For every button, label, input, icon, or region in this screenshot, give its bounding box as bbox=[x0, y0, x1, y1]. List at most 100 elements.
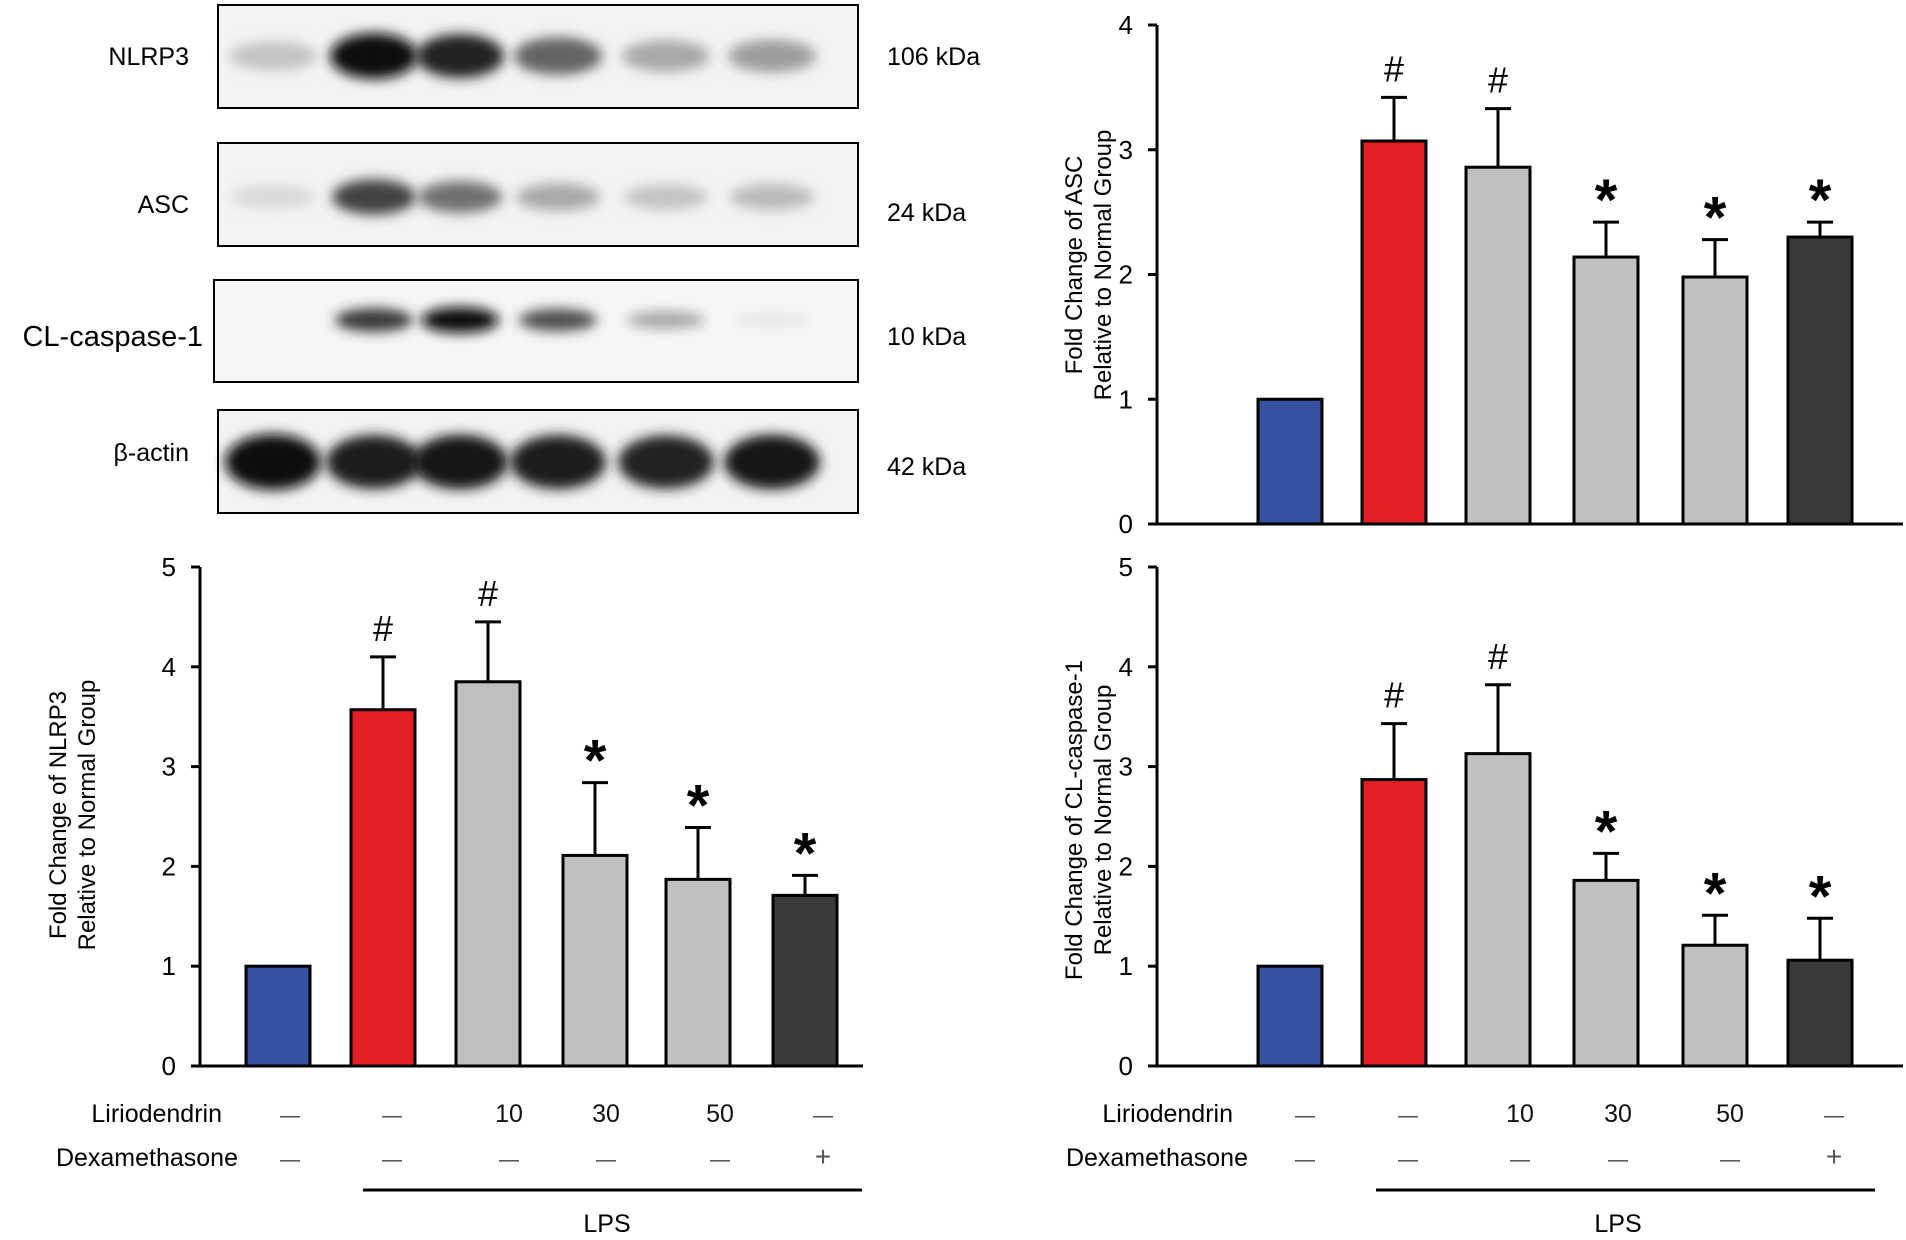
caspase-tick-label: 2 bbox=[1119, 851, 1133, 881]
blot-size-actin: 42 kDa bbox=[887, 453, 966, 481]
blot-row-asc: ASC 24 kDa bbox=[138, 142, 966, 247]
asc-significance-mark: # bbox=[1384, 48, 1404, 89]
nlrp3-tick-label: 3 bbox=[162, 752, 176, 782]
dexamethasone-label-right: Dexamethasone bbox=[1066, 1144, 1248, 1172]
liriodendrin-cell: — bbox=[1398, 1105, 1418, 1127]
blot-band bbox=[724, 434, 820, 490]
asc-bar bbox=[1572, 255, 1640, 526]
caspase-tick-label: 5 bbox=[1119, 552, 1133, 582]
caspase-ylabel-line1: Fold Change of CL-caspase-1 bbox=[1061, 660, 1088, 980]
nlrp3-bar bbox=[349, 708, 417, 1068]
caspase-tick-label: 3 bbox=[1119, 752, 1133, 782]
asc-bar bbox=[1360, 139, 1428, 526]
asc-ylabel-line1: Fold Change of ASC bbox=[1061, 156, 1088, 375]
dexamethasone-cell: — bbox=[1510, 1149, 1530, 1171]
blot-band bbox=[332, 179, 416, 215]
dexamethasone-cell: — bbox=[596, 1149, 616, 1171]
blot-band bbox=[624, 184, 708, 210]
caspase-significance-mark: * bbox=[1809, 864, 1832, 929]
blot-band bbox=[335, 308, 413, 332]
caspase-bar bbox=[1572, 878, 1640, 1068]
dexamethasone-cell: — bbox=[1720, 1149, 1740, 1171]
dexamethasone-cell: — bbox=[499, 1149, 519, 1171]
caspase-bar bbox=[1681, 943, 1749, 1068]
asc-bar-chart: Fold Change of ASC Relative to Normal Gr… bbox=[1061, 10, 1903, 539]
blot-label-caspase: CL-caspase-1 bbox=[22, 321, 203, 353]
asc-tick-label: 2 bbox=[1119, 260, 1133, 290]
nlrp3-bar bbox=[561, 853, 629, 1068]
caspase-ylabel-line2: Relative to Normal Group bbox=[1090, 685, 1117, 956]
dexamethasone-cell: — bbox=[280, 1149, 300, 1171]
caspase-bar bbox=[1464, 752, 1532, 1068]
liriodendrin-cell: 10 bbox=[1506, 1100, 1534, 1128]
liriodendrin-label-right: Liriodendrin bbox=[1102, 1100, 1233, 1128]
nlrp3-bar bbox=[664, 877, 732, 1068]
nlrp3-significance-mark: * bbox=[794, 821, 817, 886]
liriodendrin-label-left: Liriodendrin bbox=[91, 1100, 222, 1128]
caspase-significance-mark: * bbox=[1595, 799, 1618, 864]
nlrp3-significance-mark: # bbox=[478, 573, 498, 614]
western-blot-panel: NLRP3 106 kDa ASC 24 kDa CL-caspase-1 10… bbox=[22, 4, 980, 514]
dexamethasone-cell: — bbox=[1608, 1149, 1628, 1171]
blot-band bbox=[733, 312, 811, 328]
blot-band bbox=[229, 41, 317, 71]
blot-band bbox=[330, 33, 418, 79]
caspase-tick-label: 1 bbox=[1119, 951, 1133, 981]
liriodendrin-cell: 50 bbox=[1716, 1100, 1744, 1128]
nlrp3-significance-mark: * bbox=[687, 773, 710, 838]
dexamethasone-cell: — bbox=[710, 1149, 730, 1171]
nlrp3-ylabel-line2: Relative to Normal Group bbox=[74, 680, 101, 951]
caspase-tick-label: 4 bbox=[1119, 652, 1133, 682]
nlrp3-significance-mark: # bbox=[373, 608, 393, 649]
asc-significance-mark: * bbox=[1704, 186, 1727, 251]
nlrp3-tick-label: 1 bbox=[162, 951, 176, 981]
liriodendrin-cell: — bbox=[382, 1105, 402, 1127]
liriodendrin-cell: — bbox=[280, 1105, 300, 1127]
nlrp3-bar bbox=[244, 964, 312, 1068]
caspase-bar bbox=[1786, 958, 1854, 1068]
nlrp3-significance-mark: * bbox=[584, 729, 607, 794]
treatment-table-left: Liriodendrin Dexamethasone — — — — 10 — 30 — 50 —… bbox=[56, 1100, 862, 1238]
blot-band bbox=[416, 34, 504, 78]
caspase-significance-mark: # bbox=[1384, 675, 1404, 716]
asc-bar bbox=[1681, 275, 1749, 526]
blot-band bbox=[510, 434, 606, 490]
blot-band bbox=[618, 435, 714, 489]
blot-band bbox=[622, 40, 710, 72]
dexamethasone-cell: + bbox=[1826, 1141, 1842, 1172]
lps-label-right: LPS bbox=[1594, 1210, 1641, 1238]
asc-tick-label: 0 bbox=[1119, 509, 1133, 539]
caspase-bar bbox=[1256, 964, 1324, 1068]
nlrp3-ylabel-line1: Fold Change of NLRP3 bbox=[45, 691, 72, 939]
dexamethasone-cell: + bbox=[815, 1141, 831, 1172]
asc-ylabel-line2: Relative to Normal Group bbox=[1090, 130, 1117, 401]
caspase-bar-chart: Fold Change of CL-caspase-1 Relative to … bbox=[1061, 552, 1903, 1081]
blot-size-asc: 24 kDa bbox=[887, 199, 966, 227]
asc-bar bbox=[1464, 165, 1532, 526]
blot-label-asc: ASC bbox=[138, 191, 189, 219]
asc-significance-mark: * bbox=[1595, 168, 1618, 233]
blot-band bbox=[412, 434, 508, 490]
liriodendrin-cell: 10 bbox=[495, 1100, 523, 1128]
asc-significance-mark: * bbox=[1809, 168, 1832, 233]
dexamethasone-cell: — bbox=[1295, 1149, 1315, 1171]
liriodendrin-cell: 30 bbox=[592, 1100, 620, 1128]
liriodendrin-cell: 50 bbox=[706, 1100, 734, 1128]
blot-band bbox=[516, 183, 600, 211]
blot-size-nlrp3: 106 kDa bbox=[887, 43, 980, 71]
blot-row-nlrp3: NLRP3 106 kDa bbox=[108, 4, 980, 109]
asc-significance-mark: # bbox=[1488, 60, 1508, 101]
dexamethasone-cell: — bbox=[1398, 1149, 1418, 1171]
nlrp3-bar bbox=[771, 893, 839, 1068]
blot-band bbox=[225, 434, 321, 490]
asc-bar bbox=[1256, 397, 1324, 526]
liriodendrin-cell: — bbox=[1295, 1105, 1315, 1127]
caspase-tick-label: 0 bbox=[1119, 1051, 1133, 1081]
asc-bar bbox=[1786, 235, 1854, 526]
nlrp3-tick-label: 2 bbox=[162, 851, 176, 881]
dexamethasone-cell: — bbox=[382, 1149, 402, 1171]
nlrp3-tick-label: 5 bbox=[162, 552, 176, 582]
nlrp3-tick-label: 0 bbox=[162, 1051, 176, 1081]
blot-band bbox=[627, 311, 705, 329]
